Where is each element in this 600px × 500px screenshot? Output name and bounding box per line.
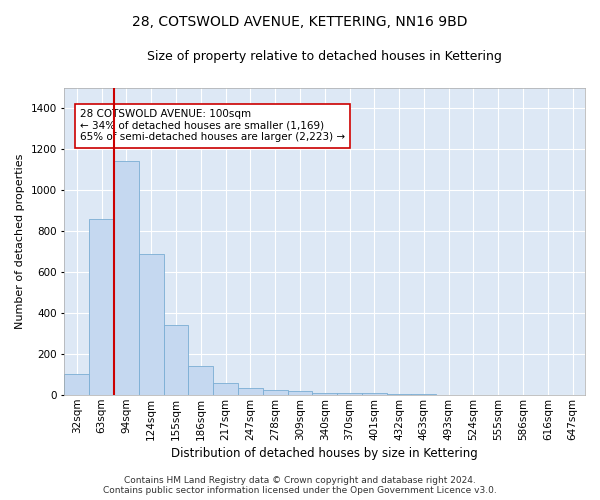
Text: Contains HM Land Registry data © Crown copyright and database right 2024.
Contai: Contains HM Land Registry data © Crown c… — [103, 476, 497, 495]
Bar — [436, 394, 461, 395]
Bar — [313, 393, 337, 395]
Bar — [362, 393, 386, 395]
Bar — [337, 393, 362, 395]
Bar — [64, 374, 89, 395]
Bar — [213, 383, 238, 395]
Y-axis label: Number of detached properties: Number of detached properties — [15, 154, 25, 329]
Bar — [287, 391, 313, 395]
X-axis label: Distribution of detached houses by size in Kettering: Distribution of detached houses by size … — [172, 447, 478, 460]
Bar — [412, 394, 436, 395]
Bar — [238, 388, 263, 395]
Text: 28, COTSWOLD AVENUE, KETTERING, NN16 9BD: 28, COTSWOLD AVENUE, KETTERING, NN16 9BD — [132, 15, 468, 29]
Bar — [114, 160, 139, 395]
Bar — [164, 326, 188, 395]
Bar — [461, 394, 486, 395]
Bar — [188, 366, 213, 395]
Bar — [263, 390, 287, 395]
Bar — [89, 219, 114, 395]
Bar — [386, 394, 412, 395]
Title: Size of property relative to detached houses in Kettering: Size of property relative to detached ho… — [147, 50, 502, 63]
Bar — [139, 254, 164, 395]
Text: 28 COTSWOLD AVENUE: 100sqm
← 34% of detached houses are smaller (1,169)
65% of s: 28 COTSWOLD AVENUE: 100sqm ← 34% of deta… — [80, 110, 345, 142]
